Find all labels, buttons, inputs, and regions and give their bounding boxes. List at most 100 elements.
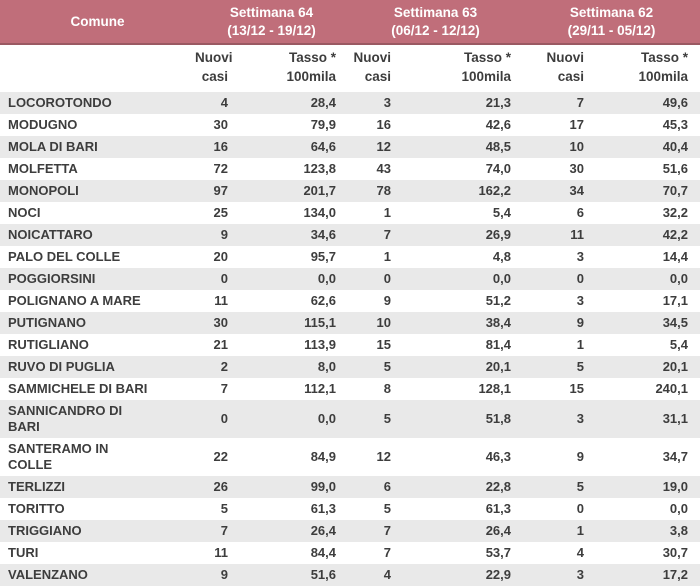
value-cell: 42,2 bbox=[662, 226, 688, 242]
table-body: LOCOROTONDO 4 28,4 3 21,3 7 49,6 MODUGNO… bbox=[0, 91, 700, 586]
table-row: SANTERAMO IN COLLE 22 84,9 12 46,3 9 34,… bbox=[0, 437, 700, 476]
value-cell: 5 bbox=[383, 410, 391, 426]
table-row: RUVO DI PUGLIA 2 8,0 5 20,1 5 20,1 bbox=[0, 355, 700, 378]
value-cell: 16 bbox=[376, 116, 391, 132]
value-cell: 9 bbox=[576, 314, 584, 330]
sub-header-rate-64: Tasso * 100mila bbox=[240, 44, 348, 92]
comune-cell: NOCI bbox=[8, 204, 41, 220]
value-cell: 10 bbox=[376, 314, 391, 330]
table-row: TURI 11 84,4 7 53,7 4 30,7 bbox=[0, 541, 700, 564]
value-cell: 12 bbox=[376, 448, 391, 464]
value-cell: 6 bbox=[576, 204, 584, 220]
week-63-dates: (06/12 - 12/12) bbox=[391, 22, 480, 38]
sub-header-empty-cell bbox=[0, 44, 195, 92]
comune-cell: LOCOROTONDO bbox=[8, 94, 112, 110]
value-cell: 34 bbox=[569, 182, 584, 198]
table-row: PUTIGNANO 30 115,1 10 38,4 9 34,5 bbox=[0, 311, 700, 334]
value-cell: 61,3 bbox=[485, 500, 511, 516]
value-cell: 16 bbox=[213, 138, 228, 154]
value-cell: 22,9 bbox=[485, 566, 511, 582]
value-cell: 21,3 bbox=[485, 94, 511, 110]
value-cell: 95,7 bbox=[310, 248, 336, 264]
table-row: TERLIZZI 26 99,0 6 22,8 5 19,0 bbox=[0, 475, 700, 498]
value-cell: 1 bbox=[576, 522, 584, 538]
value-cell: 26,4 bbox=[310, 522, 336, 538]
comune-cell: MONOPOLI bbox=[8, 182, 79, 198]
comune-cell: TURI bbox=[8, 544, 39, 560]
value-cell: 240,1 bbox=[655, 380, 688, 396]
value-cell: 4 bbox=[576, 544, 584, 560]
value-cell: 123,8 bbox=[303, 160, 336, 176]
value-cell: 42,6 bbox=[485, 116, 511, 132]
value-cell: 20 bbox=[213, 248, 228, 264]
value-cell: 51,6 bbox=[310, 566, 336, 582]
table-row: SANNICANDRO DI BARI 0 0,0 5 51,8 3 31,1 bbox=[0, 399, 700, 438]
value-cell: 201,7 bbox=[303, 182, 336, 198]
value-cell: 84,9 bbox=[310, 448, 336, 464]
value-cell: 11 bbox=[214, 292, 228, 308]
table-row: NOCI 25 134,0 1 5,4 6 32,2 bbox=[0, 201, 700, 224]
value-cell: 7 bbox=[576, 94, 584, 110]
value-cell: 32,2 bbox=[662, 204, 688, 220]
value-cell: 5 bbox=[576, 478, 584, 494]
sub-header-cases-64: Nuovi casi bbox=[195, 44, 240, 92]
comune-cell: NOICATTARO bbox=[8, 226, 93, 242]
value-cell: 5 bbox=[576, 358, 584, 374]
value-cell: 9 bbox=[576, 448, 584, 464]
table-row: SAMMICHELE DI BARI 7 112,1 8 128,1 15 24… bbox=[0, 377, 700, 400]
week-62-label: Settimana 62 bbox=[569, 5, 654, 20]
table-row: POLIGNANO A MARE 11 62,6 9 51,2 3 17,1 bbox=[0, 289, 700, 312]
value-cell: 17 bbox=[569, 116, 584, 132]
value-cell: 0 bbox=[576, 270, 584, 286]
comune-cell: SANNICANDRO DI BARI bbox=[8, 402, 123, 434]
value-cell: 0,0 bbox=[317, 270, 336, 286]
value-cell: 134,0 bbox=[303, 204, 336, 220]
week-64-header: Settimana 64 (13/12 - 19/12) bbox=[195, 0, 348, 46]
week-header-row: Comune Settimana 64 (13/12 - 19/12) Sett… bbox=[0, 0, 700, 46]
comune-cell: PUTIGNANO bbox=[8, 314, 86, 330]
value-cell: 74,0 bbox=[485, 160, 511, 176]
table-row: LOCOROTONDO 4 28,4 3 21,3 7 49,6 bbox=[0, 91, 700, 114]
value-cell: 51,8 bbox=[485, 410, 511, 426]
sub-header-rate-63: Tasso * 100mila bbox=[403, 44, 523, 92]
comune-cell: MODUGNO bbox=[8, 116, 78, 132]
value-cell: 62,6 bbox=[310, 292, 336, 308]
value-cell: 4 bbox=[220, 94, 228, 110]
value-cell: 9 bbox=[220, 566, 228, 582]
value-cell: 64,6 bbox=[310, 138, 336, 154]
table-row: MOLA DI BARI 16 64,6 12 48,5 10 40,4 bbox=[0, 135, 700, 158]
table-row: TRIGGIANO 7 26,4 7 26,4 1 3,8 bbox=[0, 519, 700, 542]
value-cell: 11 bbox=[570, 226, 584, 242]
week-64-dates: (13/12 - 19/12) bbox=[227, 22, 316, 38]
value-cell: 4 bbox=[383, 566, 391, 582]
value-cell: 61,3 bbox=[310, 500, 336, 516]
value-cell: 3,8 bbox=[669, 522, 688, 538]
value-cell: 1 bbox=[383, 248, 391, 264]
comune-cell: RUVO DI PUGLIA bbox=[8, 358, 115, 374]
value-cell: 7 bbox=[383, 544, 391, 560]
value-cell: 11 bbox=[214, 544, 228, 560]
table-row: NOICATTARO 9 34,6 7 26,9 11 42,2 bbox=[0, 223, 700, 246]
value-cell: 99,0 bbox=[310, 478, 336, 494]
value-cell: 113,9 bbox=[304, 336, 336, 352]
value-cell: 8,0 bbox=[317, 358, 336, 374]
value-cell: 12 bbox=[376, 138, 391, 154]
week-62-header: Settimana 62 (29/11 - 05/12) bbox=[523, 0, 700, 46]
comune-cell: MOLA DI BARI bbox=[8, 138, 98, 154]
value-cell: 3 bbox=[576, 248, 584, 264]
value-cell: 81,4 bbox=[485, 336, 511, 352]
value-cell: 70,7 bbox=[662, 182, 688, 198]
week-64-label: Settimana 64 bbox=[229, 5, 314, 20]
value-cell: 38,4 bbox=[485, 314, 511, 330]
value-cell: 25 bbox=[213, 204, 228, 220]
value-cell: 0 bbox=[220, 270, 228, 286]
value-cell: 20,1 bbox=[662, 358, 688, 374]
value-cell: 97 bbox=[213, 182, 228, 198]
value-cell: 115,1 bbox=[304, 314, 336, 330]
value-cell: 1 bbox=[576, 336, 584, 352]
value-cell: 26 bbox=[213, 478, 228, 494]
value-cell: 0 bbox=[576, 500, 584, 516]
sub-header-rate-62: Tasso * 100mila bbox=[596, 44, 700, 92]
value-cell: 28,4 bbox=[310, 94, 336, 110]
value-cell: 0,0 bbox=[492, 270, 511, 286]
